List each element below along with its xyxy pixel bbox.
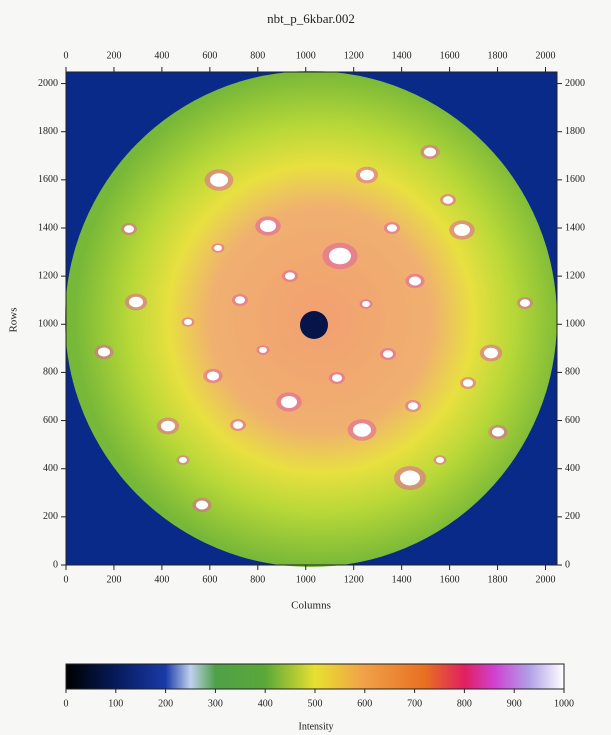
x-tick-label: 200 [106, 574, 121, 585]
diffraction-spot [387, 224, 397, 232]
x-tick-label: 400 [154, 574, 169, 585]
y-tick-label-right: 200 [565, 511, 580, 522]
colorbar-tick-label: 800 [457, 698, 472, 709]
diffraction-spot [184, 319, 192, 325]
colorbar-tick-label: 400 [258, 698, 273, 709]
y-tick-label: 400 [43, 463, 58, 474]
y-tick-label-right: 600 [565, 415, 580, 426]
beam-stop [300, 311, 328, 339]
diffraction-spot [329, 248, 351, 265]
diffraction-spot [235, 296, 245, 304]
colorbar-label: Intensity [299, 721, 334, 732]
y-tick-label-right: 0 [565, 559, 570, 570]
y-tick-label: 200 [43, 511, 58, 522]
diffraction-spot [424, 148, 436, 157]
colorbar-tick-label: 300 [208, 698, 223, 709]
diffraction-spot [207, 372, 219, 381]
diffraction-spot [463, 379, 473, 387]
diffraction-spot [179, 457, 187, 463]
diffraction-spot [362, 301, 370, 307]
diffraction-spot [383, 350, 393, 358]
x-tick-label-top: 2000 [535, 50, 555, 61]
x-tick-label: 1000 [296, 574, 316, 585]
diffraction-spot [233, 421, 243, 429]
diffraction-spot [214, 245, 222, 251]
x-tick-label-top: 0 [64, 50, 69, 61]
y-tick-label-right: 800 [565, 367, 580, 378]
x-tick-label-top: 1800 [488, 50, 508, 61]
y-axis-label: Rows [8, 307, 20, 332]
y-tick-label: 1800 [38, 126, 58, 137]
y-tick-label: 2000 [38, 78, 58, 89]
diffraction-spot [408, 402, 418, 410]
diffraction-spot [353, 423, 371, 437]
x-tick-label-top: 1600 [440, 50, 460, 61]
colorbar-tick-label: 200 [158, 698, 173, 709]
diffraction-spot [409, 277, 421, 286]
colorbar-tick-label: 1000 [554, 698, 574, 709]
x-tick-label: 600 [202, 574, 217, 585]
diffraction-spot [436, 457, 444, 463]
diffraction-spot [443, 196, 453, 204]
x-tick-label: 0 [64, 574, 69, 585]
diffraction-spot [285, 272, 295, 280]
y-tick-label-right: 1800 [565, 126, 585, 137]
y-tick-label-right: 1200 [565, 270, 585, 281]
diffraction-spot [454, 224, 470, 236]
y-tick-label: 1400 [38, 222, 58, 233]
x-tick-label-top: 200 [106, 50, 121, 61]
y-tick-label-right: 1000 [565, 319, 585, 330]
colorbar-tick-label: 900 [507, 698, 522, 709]
x-tick-label: 1800 [488, 574, 508, 585]
x-axis-label: Columns [291, 600, 331, 612]
x-tick-label: 2000 [535, 574, 555, 585]
y-tick-label-right: 1400 [565, 222, 585, 233]
diffraction-spot [484, 348, 498, 359]
diffraction-spot [492, 428, 504, 437]
diffraction-spot [196, 501, 208, 510]
diffraction-spot [124, 225, 134, 233]
colorbar-tick-label: 700 [407, 698, 422, 709]
diffraction-spot [400, 471, 420, 486]
x-tick-label-top: 800 [250, 50, 265, 61]
chart-title: nbt_p_6kbar.002 [267, 11, 355, 26]
y-tick-label: 0 [53, 559, 58, 570]
colorbar-tick-label: 100 [108, 698, 123, 709]
colorbar-tick-label: 0 [64, 698, 69, 709]
x-tick-label-top: 1200 [344, 50, 364, 61]
diffraction-spot [281, 396, 297, 408]
diffraction-spot [332, 374, 342, 382]
x-tick-label-top: 1400 [392, 50, 412, 61]
diffraction-spot [161, 421, 175, 432]
diffraction-spot [210, 173, 228, 187]
colorbar [66, 664, 564, 689]
diffraction-spot [129, 297, 143, 308]
colorbar-tick-label: 600 [357, 698, 372, 709]
diffraction-spot [259, 347, 267, 353]
y-tick-label-right: 1600 [565, 174, 585, 185]
colorbar-tick-label: 500 [308, 698, 323, 709]
x-tick-label: 1600 [440, 574, 460, 585]
chart: nbt_p_6kbar.002 Columns Rows Intensity 0… [0, 0, 611, 735]
y-tick-label-right: 400 [565, 463, 580, 474]
diffraction-spot [260, 220, 276, 232]
y-tick-label: 1000 [38, 319, 58, 330]
plot-area [65, 71, 557, 567]
y-tick-label-right: 2000 [565, 78, 585, 89]
y-tick-label: 1600 [38, 174, 58, 185]
x-tick-label: 1200 [344, 574, 364, 585]
x-tick-label: 800 [250, 574, 265, 585]
x-tick-label-top: 600 [202, 50, 217, 61]
diffraction-spot [360, 170, 374, 181]
y-tick-label: 1200 [38, 270, 58, 281]
x-tick-label-top: 400 [154, 50, 169, 61]
y-tick-label: 600 [43, 415, 58, 426]
x-tick-label: 1400 [392, 574, 412, 585]
y-tick-label: 800 [43, 367, 58, 378]
x-tick-label-top: 1000 [296, 50, 316, 61]
diffraction-spot [520, 299, 530, 307]
diffraction-spot [98, 348, 110, 357]
